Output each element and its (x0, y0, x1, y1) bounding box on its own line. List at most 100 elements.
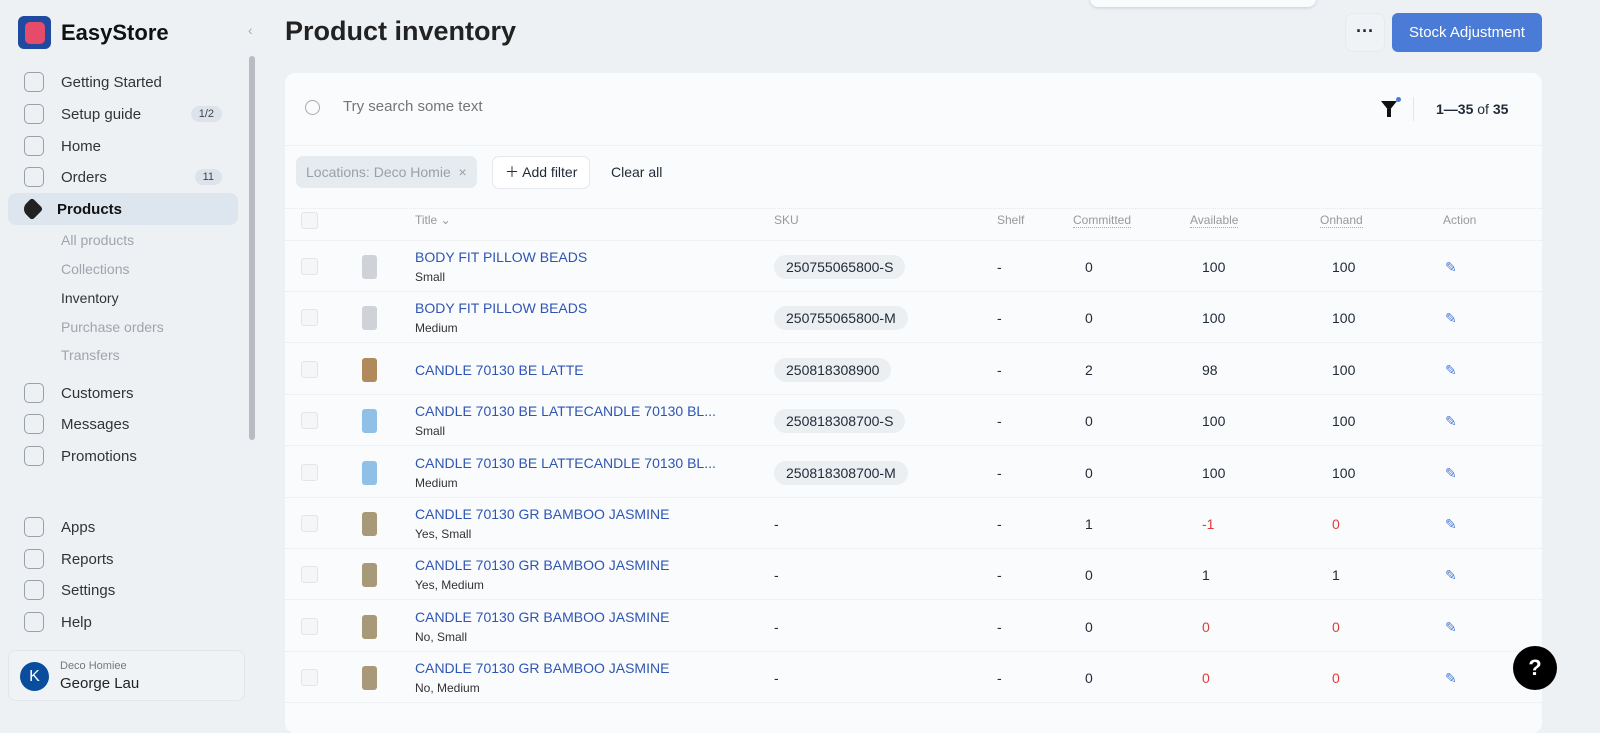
user-account[interactable]: K Deco Homiee George Lau (8, 650, 245, 701)
table-row: CANDLE 70130 GR BAMBOO JASMINE No, Small… (285, 601, 1542, 652)
collapse-sidebar-icon[interactable]: ‹ (248, 22, 253, 38)
edit-pencil-icon[interactable]: ✎ (1445, 670, 1457, 687)
row-checkbox[interactable] (301, 669, 318, 687)
close-icon[interactable]: × (454, 164, 467, 180)
product-thumbnail (362, 306, 377, 331)
edit-pencil-icon[interactable]: ✎ (1445, 516, 1457, 532)
shelf-cell: - (997, 670, 1002, 687)
divider (285, 208, 1542, 209)
sidebar-subitem-all-products[interactable]: All products (61, 232, 135, 248)
committed-cell: 0 (1085, 259, 1093, 275)
variant-label: No, Medium (415, 681, 480, 696)
available-cell: 1 (1202, 567, 1210, 584)
help-button[interactable]: ? (1513, 646, 1557, 690)
sidebar-item-apps[interactable]: Apps (8, 511, 238, 543)
column-committed: Committed (1073, 213, 1132, 228)
onhand-cell: 0 (1332, 618, 1340, 635)
sidebar-subitem-collections[interactable]: Collections (61, 261, 130, 277)
clear-all-button[interactable]: Clear all (611, 164, 663, 180)
sidebar-subitem-purchase-orders[interactable]: Purchase orders (61, 319, 164, 335)
product-title-link[interactable]: BODY FIT PILLOW BEADS (415, 300, 588, 317)
column-sku: SKU (774, 213, 799, 227)
add-filter-button[interactable]: ＋ Add filter (492, 156, 591, 189)
row-checkbox[interactable] (301, 258, 318, 275)
pagination-count: 1—35 of 35 (1436, 101, 1509, 117)
count-badge: 1/2 (190, 106, 222, 122)
edit-pencil-icon[interactable]: ✎ (1445, 361, 1457, 378)
sidebar-item-home[interactable]: Home (8, 130, 238, 162)
onhand-cell: 0 (1332, 670, 1340, 687)
filter-icon[interactable] (1381, 101, 1397, 117)
bar-chart-icon (24, 549, 44, 569)
product-title-link[interactable]: CANDLE 70130 GR BAMBOO JASMINE (415, 506, 670, 522)
sidebar-item-settings[interactable]: Settings (8, 574, 238, 606)
shelf-cell: - (997, 259, 1002, 275)
product-thumbnail (362, 357, 377, 382)
row-checkbox[interactable] (301, 566, 318, 584)
sidebar-item-setup-guide[interactable]: Setup guide 1/2 (8, 98, 238, 130)
sidebar-item-getting-started[interactable]: Getting Started (8, 66, 238, 98)
sidebar-item-reports[interactable]: Reports (8, 543, 238, 575)
row-checkbox[interactable] (301, 309, 318, 327)
product-title-link[interactable]: CANDLE 70130 GR BAMBOO JASMINE (415, 660, 670, 677)
brand[interactable]: EasyStore (18, 16, 169, 49)
sku-badge: 250818308700-M (774, 460, 908, 485)
row-checkbox[interactable] (301, 515, 318, 532)
edit-pencil-icon[interactable]: ✎ (1445, 413, 1457, 430)
committed-cell: 0 (1085, 567, 1093, 584)
sku-cell: - (774, 618, 779, 635)
select-all-checkbox[interactable] (301, 212, 318, 229)
product-title-link[interactable]: CANDLE 70130 BE LATTECANDLE 70130 BL... (415, 454, 716, 471)
shelf-cell: - (997, 361, 1002, 378)
sidebar-item-promotions[interactable]: Promotions (8, 440, 238, 472)
available-cell: -1 (1202, 516, 1215, 532)
more-actions-button[interactable]: ··· (1345, 13, 1385, 52)
row-checkbox[interactable] (301, 617, 318, 635)
sidebar-subitem-transfers[interactable]: Transfers (61, 347, 120, 363)
column-onhand: Onhand (1320, 213, 1363, 228)
stock-adjustment-button[interactable]: Stock Adjustment (1392, 13, 1542, 52)
sidebar-scrollbar[interactable] (249, 56, 255, 440)
store-name: Deco Homiee (60, 660, 127, 672)
edit-pencil-icon[interactable]: ✎ (1445, 567, 1457, 584)
product-title-link[interactable]: CANDLE 70130 GR BAMBOO JASMINE (415, 557, 670, 574)
sidebar-item-customers[interactable]: Customers (8, 377, 238, 409)
onhand-cell: 1 (1332, 567, 1340, 584)
search-input[interactable] (343, 98, 943, 115)
sidebar-item-help[interactable]: Help (8, 606, 238, 638)
table-row: CANDLE 70130 BE LATTE 250818308900 - 2 9… (285, 344, 1542, 395)
available-cell: 100 (1202, 464, 1226, 481)
sidebar-item-orders[interactable]: Orders 11 (8, 161, 238, 193)
sidebar-item-products[interactable]: Products (8, 193, 238, 225)
product-thumbnail (362, 563, 377, 588)
product-title-link[interactable]: CANDLE 70130 BE LATTECANDLE 70130 BL... (415, 403, 716, 420)
committed-cell: 0 (1085, 618, 1093, 635)
edit-pencil-icon[interactable]: ✎ (1445, 310, 1457, 327)
committed-cell: 0 (1085, 310, 1093, 327)
product-title-link[interactable]: CANDLE 70130 GR BAMBOO JASMINE (415, 608, 670, 625)
available-cell: 100 (1202, 259, 1226, 275)
committed-cell: 1 (1085, 516, 1093, 532)
page-title: Product inventory (285, 16, 517, 46)
shelf-cell: - (997, 413, 1002, 430)
variant-label: Yes, Small (415, 527, 472, 541)
discount-icon (24, 446, 44, 466)
edit-pencil-icon[interactable]: ✎ (1445, 618, 1457, 635)
row-checkbox[interactable] (301, 412, 318, 430)
filter-chip-location[interactable]: Locations: Deco Homie × (296, 156, 477, 188)
column-title[interactable]: Title ⌄ (415, 213, 451, 227)
product-title-link[interactable]: BODY FIT PILLOW BEADS (415, 249, 588, 265)
sidebar-item-messages[interactable]: Messages (8, 408, 238, 440)
product-title-link[interactable]: CANDLE 70130 BE LATTE (415, 361, 584, 378)
available-cell: 100 (1202, 413, 1226, 430)
available-cell: 100 (1202, 310, 1226, 327)
variant-label: Medium (415, 475, 458, 490)
sidebar-subitem-inventory[interactable]: Inventory (61, 290, 119, 306)
variant-label: Small (415, 270, 446, 284)
edit-pencil-icon[interactable]: ✎ (1445, 259, 1457, 275)
edit-pencil-icon[interactable]: ✎ (1445, 464, 1457, 481)
sku-cell: - (774, 516, 779, 532)
row-checkbox[interactable] (301, 463, 318, 481)
row-checkbox[interactable] (301, 360, 318, 378)
table-row: BODY FIT PILLOW BEADS Medium 25075506580… (285, 292, 1542, 344)
